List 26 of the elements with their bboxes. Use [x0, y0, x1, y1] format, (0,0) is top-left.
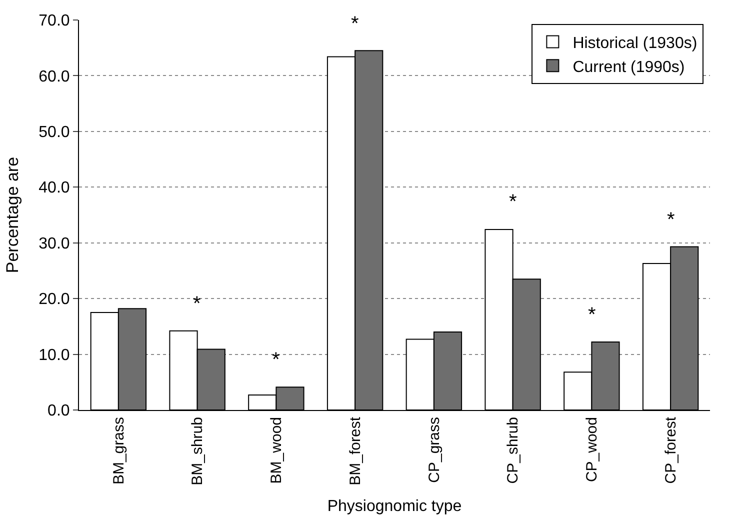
legend-label: Current (1990s): [572, 58, 685, 76]
x-tick-label: BM_forest: [346, 416, 364, 486]
y-tick-label: 60.0: [38, 68, 70, 86]
x-tick-label: CP_forest: [662, 416, 680, 484]
x-axis-title: Physiognomic type: [327, 498, 462, 516]
annotation: *: [509, 191, 517, 213]
x-tick-label: BM_shrub: [189, 417, 206, 486]
y-axis-title: Percentage are: [3, 156, 22, 274]
annotation: *: [351, 13, 359, 35]
y-tick-label: 70.0: [38, 12, 70, 30]
x-tick-label: CP_grass: [426, 417, 443, 483]
y-tick-label: 10.0: [38, 346, 70, 364]
y-tick-label: 40.0: [38, 180, 70, 197]
annotation: *: [588, 304, 596, 326]
y-tick-label: 0.0: [48, 402, 70, 420]
x-tick-label: CP_shrub: [504, 417, 522, 484]
y-tick-label: 30.0: [38, 235, 70, 252]
y-tick-label: 50.0: [38, 124, 70, 142]
x-tick-label: BM_grass: [110, 417, 128, 485]
x-tick-label: CP_wood: [584, 417, 601, 482]
annotation: *: [193, 293, 201, 315]
legend-label: Historical (1930s): [572, 35, 698, 52]
annotation: *: [667, 209, 675, 231]
x-tick-label: BM_wood: [268, 417, 286, 484]
annotation: *: [272, 349, 280, 371]
y-tick-label: 20.0: [38, 291, 70, 308]
